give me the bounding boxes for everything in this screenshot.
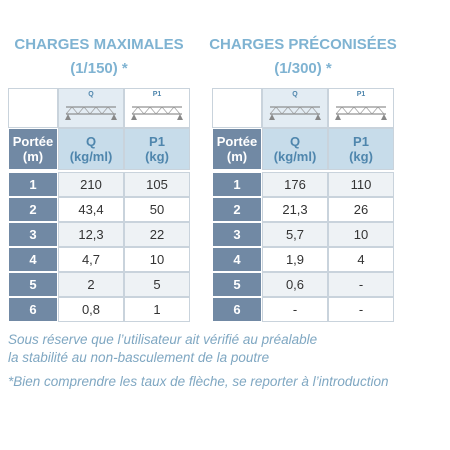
table-cell: 10 [124, 247, 190, 272]
note: *Bien comprendre les taux de flèche, se … [8, 374, 389, 389]
blank-cell [8, 88, 58, 128]
note: la stabilité au non-basculement de la po… [8, 350, 270, 365]
icon-cell: P1 [328, 88, 394, 128]
table-cell: 22 [124, 222, 190, 247]
beam-icon [65, 106, 117, 120]
table-cell: 2 [212, 197, 262, 222]
icon-label: Q [292, 91, 298, 98]
header-text: (kg) [145, 149, 169, 164]
table-cell: 105 [124, 172, 190, 197]
table-cell: 4 [212, 247, 262, 272]
header-text: (m) [226, 149, 248, 164]
table-cell: 210 [58, 172, 124, 197]
header-cell: P1 (kg) [124, 128, 190, 170]
table-title: CHARGES PRÉCONISÉES [209, 36, 397, 53]
header-cell: Portée (m) [8, 128, 58, 170]
table-cell: 5 [124, 272, 190, 297]
table-cell: 176 [262, 172, 328, 197]
table-cell: 2 [8, 197, 58, 222]
table-cell: - [328, 297, 394, 322]
table-cell: 1 [8, 172, 58, 197]
table-cell: 4 [328, 247, 394, 272]
icon-label: Q [88, 91, 94, 98]
table-cell: 26 [328, 197, 394, 222]
table-cell: 2 [58, 272, 124, 297]
header-text: Q [85, 134, 97, 149]
table-cell: 3 [8, 222, 58, 247]
table-title: (1/150) * [70, 60, 128, 77]
table-cell: 4,7 [58, 247, 124, 272]
table-cell: 5 [212, 272, 262, 297]
table-cell: 110 [328, 172, 394, 197]
header-cell: Q (kg/ml) [262, 128, 328, 170]
header-text: P1 [149, 134, 165, 149]
header-text: Portée [216, 134, 258, 149]
table-cell: 10 [328, 222, 394, 247]
header-text: Q [289, 134, 301, 149]
header-text: Portée [12, 134, 54, 149]
table-cell: 0,8 [58, 297, 124, 322]
header-cell: Q (kg/ml) [58, 128, 124, 170]
table-cell: 5,7 [262, 222, 328, 247]
header-cell: Portée (m) [212, 128, 262, 170]
header-text: P1 [353, 134, 369, 149]
table-cell: 1 [212, 172, 262, 197]
header-text: (kg/ml) [273, 149, 317, 164]
table-title: (1/300) * [274, 60, 332, 77]
table-title: CHARGES MAXIMALES [14, 36, 184, 53]
table-cell: 5 [8, 272, 58, 297]
table-cell: 4 [8, 247, 58, 272]
table-cell: 12,3 [58, 222, 124, 247]
icon-cell: Q [58, 88, 124, 128]
table-cell: 50 [124, 197, 190, 222]
table-cell: 3 [212, 222, 262, 247]
blank-cell [212, 88, 262, 128]
icon-label: P1 [152, 91, 162, 98]
header-text: (kg/ml) [69, 149, 113, 164]
beam-icon [335, 106, 387, 120]
table-cell: 0,6 [262, 272, 328, 297]
note: Sous réserve que l’utilisateur ait vérif… [8, 332, 318, 347]
table-cell: 1 [124, 297, 190, 322]
table-cell: - [328, 272, 394, 297]
icon-cell: P1 [124, 88, 190, 128]
icon-cell: Q [262, 88, 328, 128]
header-cell: P1 (kg) [328, 128, 394, 170]
table-cell: 21,3 [262, 197, 328, 222]
table-cell: - [262, 297, 328, 322]
beam-icon [269, 106, 321, 120]
table-cell: 6 [8, 297, 58, 322]
table-cell: 43,4 [58, 197, 124, 222]
table-cell: 1,9 [262, 247, 328, 272]
icon-label: P1 [356, 91, 366, 98]
header-text: (m) [22, 149, 44, 164]
table-cell: 6 [212, 297, 262, 322]
beam-icon [131, 106, 183, 120]
header-text: (kg) [349, 149, 373, 164]
